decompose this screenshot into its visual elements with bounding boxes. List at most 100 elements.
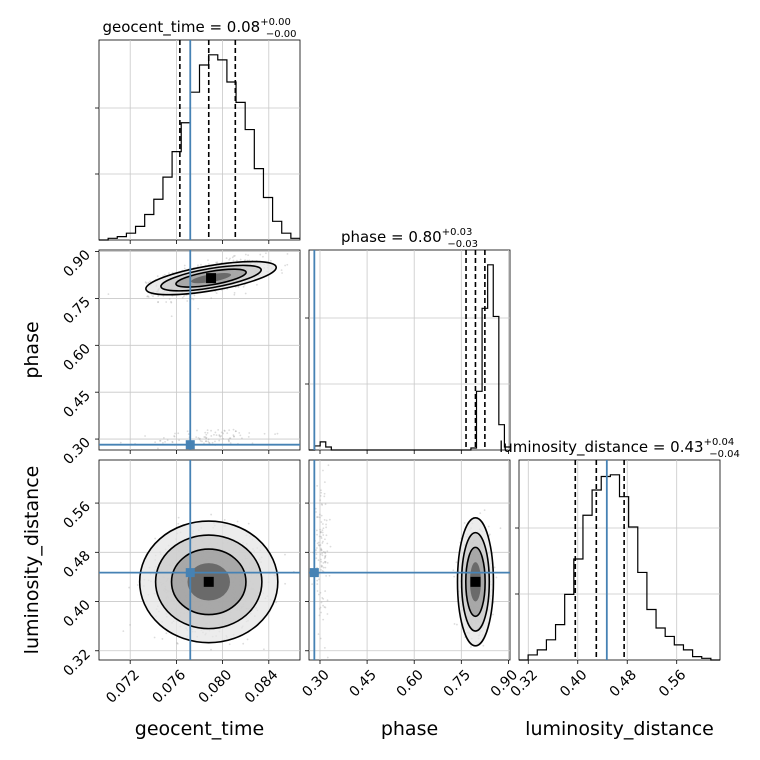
sample-point: [238, 431, 241, 434]
sample-point: [329, 545, 332, 548]
sample-point: [210, 648, 212, 651]
sample-point: [229, 257, 231, 260]
sample-point: [170, 300, 172, 303]
sample-point: [236, 259, 238, 262]
sample-point: [323, 560, 326, 563]
sample-point: [218, 434, 221, 436]
sample-point: [324, 555, 327, 558]
sample-point: [262, 255, 264, 258]
hist-panel-geocent_time: geocent_time = 0.08+0.00 −0.00: [95, 17, 301, 244]
sample-point: [228, 440, 230, 443]
x-tick-label: 0.076: [149, 667, 189, 707]
sample-point: [324, 554, 327, 557]
sample-point: [324, 561, 327, 564]
sample-point: [453, 575, 456, 578]
sample-point: [256, 283, 258, 286]
sample-point: [315, 547, 318, 549]
title-error-plus: +0.04: [704, 437, 735, 448]
sample-point: [156, 275, 159, 278]
sample-point: [316, 516, 318, 518]
sample-point: [223, 430, 226, 432]
sample-point: [284, 264, 287, 267]
sample-point: [147, 295, 149, 298]
sample-point: [322, 618, 325, 621]
sample-point: [322, 561, 325, 564]
sample-point: [197, 264, 199, 267]
sample-point: [214, 440, 216, 443]
x-tick-label: 0.080: [196, 667, 236, 707]
x-axis-label: phase: [381, 718, 438, 740]
sample-point: [482, 644, 485, 647]
y-axis-label: luminosity_distance: [21, 466, 43, 655]
sample-point: [320, 601, 323, 604]
y-axis-label: phase: [21, 321, 43, 378]
sample-point: [325, 523, 327, 526]
title-main: luminosity_distance = 0.43: [499, 438, 703, 457]
sample-point: [244, 259, 247, 262]
sample-point: [204, 431, 207, 434]
sample-point: [233, 293, 236, 296]
sample-point: [166, 439, 169, 442]
title-error-plus: +0.03: [442, 227, 473, 238]
x-tick-label: 0.48: [607, 667, 640, 700]
sample-point: [165, 632, 168, 635]
x-tick-label: 0.56: [656, 667, 689, 700]
sample-point: [144, 435, 146, 437]
sample-point: [320, 521, 323, 523]
title-error-minus: −0.04: [709, 449, 740, 460]
sample-point: [239, 258, 242, 261]
sample-point: [232, 259, 235, 262]
sample-point: [214, 290, 217, 293]
sample-point: [183, 267, 186, 270]
sample-point: [324, 560, 327, 563]
sample-point: [210, 513, 213, 516]
sample-point: [321, 554, 324, 557]
sample-point: [321, 552, 324, 555]
panel-frame: [308, 249, 511, 451]
sample-point: [176, 642, 179, 645]
sample-point: [191, 297, 193, 300]
sample-point: [220, 435, 223, 437]
sample-point: [233, 435, 235, 438]
sample-point: [239, 434, 242, 437]
sample-point: [324, 551, 326, 554]
sample-point: [483, 509, 486, 512]
sample-point: [226, 432, 229, 435]
sample-point: [317, 593, 320, 596]
sample-point: [316, 533, 318, 536]
sample-point: [210, 435, 213, 437]
sample-point: [129, 624, 131, 626]
sample-point: [286, 252, 289, 255]
sample-point: [159, 439, 161, 442]
sample-point: [453, 623, 456, 625]
sample-point: [320, 564, 323, 567]
sample-point: [318, 608, 321, 610]
sample-point: [322, 597, 325, 600]
sample-point: [157, 301, 160, 303]
sample-point: [320, 549, 323, 552]
sample-point: [195, 436, 198, 439]
sample-point: [318, 578, 320, 581]
sample-point: [157, 447, 159, 450]
sample-point: [276, 432, 279, 435]
sample-point: [455, 561, 458, 564]
y-tick-label: 0.90: [60, 247, 93, 280]
sample-point: [321, 529, 324, 532]
sample-point: [165, 301, 168, 303]
sample-point: [248, 432, 251, 434]
x-tick-label: 0.084: [242, 667, 282, 707]
sample-point: [326, 656, 329, 659]
sample-point: [251, 442, 254, 445]
sample-point: [327, 464, 330, 467]
sample-point: [318, 513, 321, 516]
sample-point: [263, 432, 266, 435]
sample-point: [319, 553, 322, 556]
sample-point: [204, 440, 207, 443]
sample-point: [319, 499, 322, 502]
sample-point: [328, 574, 331, 577]
sample-point: [174, 432, 176, 435]
sample-point: [320, 611, 322, 614]
sample-point: [173, 435, 176, 437]
sample-point: [205, 437, 208, 440]
sample-point: [320, 531, 322, 534]
